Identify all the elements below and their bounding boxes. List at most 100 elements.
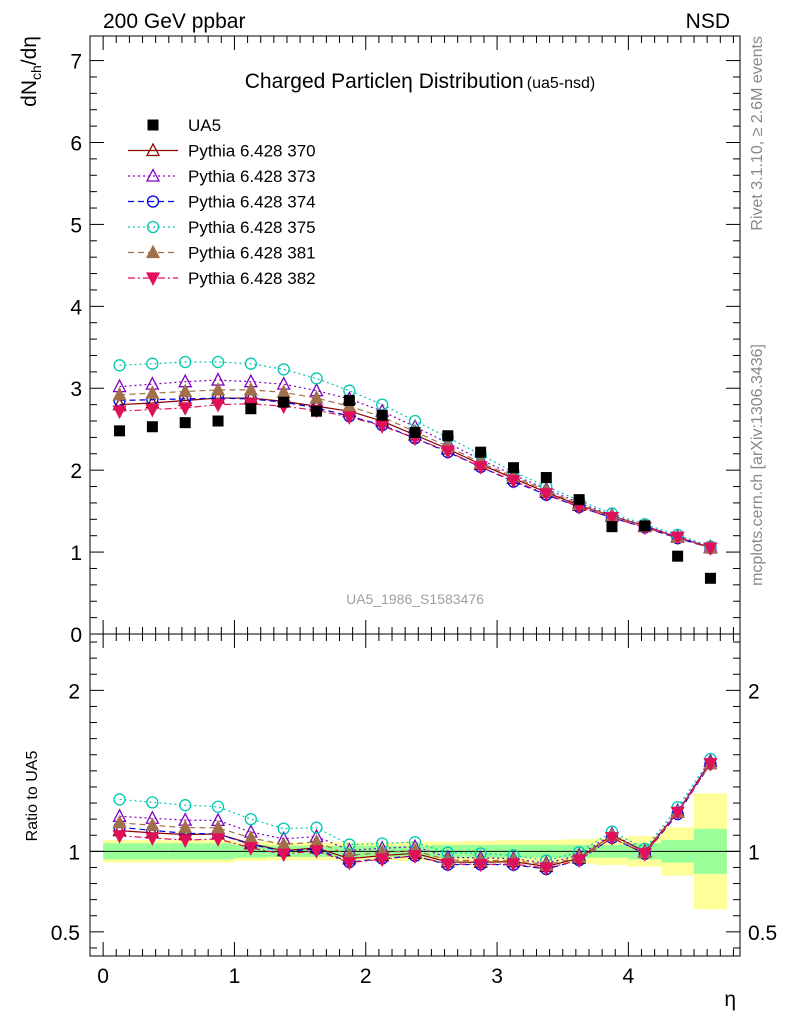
main-ylabel: dNch/dη [18, 36, 44, 107]
series-6-point [112, 405, 127, 420]
series-6-point [440, 445, 455, 460]
series-6-ratio-point [407, 850, 423, 864]
series-4-ratio-point [146, 796, 159, 809]
series-6-point [178, 402, 193, 416]
series-4-point [310, 372, 323, 385]
main-y-tick-label: 4 [70, 296, 82, 319]
series-6-ratio-point [210, 833, 226, 847]
series-5-ratio-point [210, 819, 226, 834]
ratio-y-tick-label-left: 0.5 [51, 922, 80, 945]
series-6-ratio-point [342, 856, 357, 871]
header-right: NSD [686, 10, 730, 33]
data-point [442, 430, 454, 442]
main-y-tick-label: 0 [70, 624, 82, 647]
header-left: 200 GeV ppbar [103, 10, 245, 33]
legend-data-marker [147, 119, 159, 131]
legend-marker [145, 272, 161, 286]
series-4-point [211, 355, 225, 369]
series-6-ratio-point [375, 853, 390, 868]
series-5-point [145, 385, 160, 399]
series-6-ratio-point [145, 832, 160, 846]
legend-label: Pythia 6.428 381 [188, 244, 316, 263]
data-point [507, 462, 519, 474]
ylabel-sub: ch [28, 65, 44, 80]
series-4-line [119, 361, 711, 547]
data-point [409, 426, 421, 438]
data-point [704, 572, 716, 584]
series-5-ratio-point [112, 814, 127, 829]
series-5-point [309, 390, 324, 404]
data-point [606, 521, 618, 533]
ratio-y-tick-label-left: 1 [68, 841, 80, 864]
series-6-ratio-point [112, 830, 127, 844]
x-tick-label: 3 [491, 965, 503, 988]
data-point [475, 446, 487, 458]
series-2-line [119, 379, 711, 548]
series-5-point [210, 381, 226, 396]
ratio-y-tick-label-right: 2 [748, 680, 760, 703]
series-5-point [243, 381, 258, 396]
rivet-label: Rivet 3.1.10, ≥ 2.6M events [749, 36, 766, 231]
ylabel-rest: /dη [18, 36, 41, 65]
x-tick-label: 1 [229, 965, 241, 988]
ratio-y-tick-label-right: 0.5 [748, 922, 777, 945]
mcplots-label: mcplots.cern.ch [arXiv:1306.3436] [749, 344, 766, 586]
legend-marker [146, 195, 160, 208]
legend-marker [145, 142, 161, 157]
series-4-point [277, 363, 290, 376]
data-point [343, 395, 355, 407]
main-y-ticks: 0 1 2 3 4 5 6 7 [70, 51, 740, 647]
series-6-ratio-point [604, 832, 620, 846]
series-4-point [113, 359, 126, 372]
series-4-point [179, 355, 192, 369]
title-sub: (ua5-nsd) [527, 75, 595, 92]
series-4-point [146, 357, 159, 370]
series-6-ratio-point [572, 854, 587, 869]
series-6-point [670, 531, 685, 546]
series-6-point [375, 420, 390, 434]
legend-label: Pythia 6.428 373 [188, 167, 316, 186]
ratio-ylabel: Ratio to UA5 [24, 751, 41, 842]
data-point [639, 520, 651, 532]
ratio-panel: 0.5 0.5 1 1 2 2 0 1 2 3 4 Ratio to UA5 η [24, 633, 777, 1011]
series-4-ratio-point [211, 800, 225, 813]
main-title: Charged Particleη Distribution (ua5-nsd) [245, 70, 595, 93]
series-6-point [539, 488, 554, 502]
legend-label: Pythia 6.428 375 [188, 218, 316, 237]
series-5-point [112, 386, 127, 401]
legend-label: UA5 [188, 116, 221, 135]
series-6-point [210, 398, 226, 413]
data-point [672, 550, 684, 562]
series-4-point [244, 357, 258, 370]
series-6-ratio-point [670, 806, 685, 821]
data-point [212, 415, 224, 427]
series-5-point [178, 383, 193, 398]
main-y-tick-label: 7 [70, 51, 82, 74]
ratio-y-tick-label-left: 2 [68, 680, 80, 703]
main-series [112, 355, 718, 584]
series-4-point [343, 384, 356, 397]
legend-label: Pythia 6.428 374 [188, 193, 316, 212]
series-5-line [119, 389, 711, 549]
series-5-ratio-point [145, 817, 160, 831]
series-4-ratio-point [244, 813, 258, 826]
main-y-tick-label: 5 [70, 214, 82, 237]
legend-marker [145, 168, 161, 182]
data-point [311, 405, 323, 417]
main-panel: Charged Particleη Distribution (ua5-nsd) … [18, 35, 741, 647]
main-y-tick-label: 1 [70, 542, 82, 565]
legend-marker [145, 244, 161, 259]
main-y-tick-label: 6 [70, 132, 82, 155]
ratio-frame [89, 633, 741, 957]
data-point [573, 494, 585, 506]
data-point [376, 409, 388, 421]
series-6-ratio-point [506, 858, 521, 872]
series-6-ratio-point [539, 862, 554, 877]
legend-label: Pythia 6.428 382 [188, 269, 316, 288]
x-tick-label: 4 [623, 965, 635, 988]
data-point [146, 421, 158, 433]
series-6-ratio-point [473, 858, 488, 873]
series-4-ratio-point [179, 799, 192, 812]
ratio-series [112, 752, 718, 877]
